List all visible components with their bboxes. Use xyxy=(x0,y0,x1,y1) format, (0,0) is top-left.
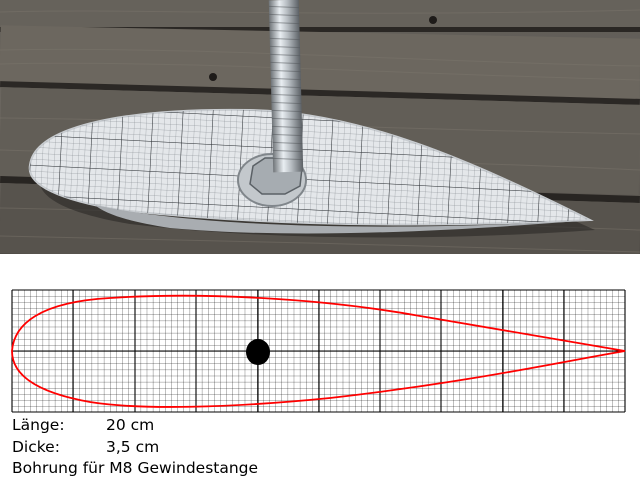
airfoil-template-photo xyxy=(0,0,640,254)
nail-hole-icon xyxy=(429,16,437,24)
graph-paper-grid xyxy=(11,289,626,413)
length-spec: Länge: 20 cm xyxy=(12,415,154,435)
bore-spec: Bohrung für M8 Gewindestange xyxy=(12,458,258,478)
length-value: 20 cm xyxy=(106,416,155,434)
thickness-value: 3,5 cm xyxy=(106,438,160,456)
wood-plank-2 xyxy=(0,25,640,99)
nail-hole-icon xyxy=(209,73,217,81)
airfoil-profile-diagram xyxy=(11,289,626,413)
bore-text: Bohrung für M8 Gewindestange xyxy=(12,459,259,477)
plank-gap-2 xyxy=(0,81,640,105)
airfoil-profile-outline xyxy=(11,294,626,408)
length-label: Länge: xyxy=(12,416,65,434)
bore-hole xyxy=(246,339,270,365)
threaded-rod xyxy=(268,0,304,173)
thickness-spec: Dicke: 3,5 cm xyxy=(12,437,159,457)
wood-plank-1 xyxy=(0,0,640,28)
plank-gap-1 xyxy=(0,27,640,32)
thickness-label: Dicke: xyxy=(12,438,60,456)
